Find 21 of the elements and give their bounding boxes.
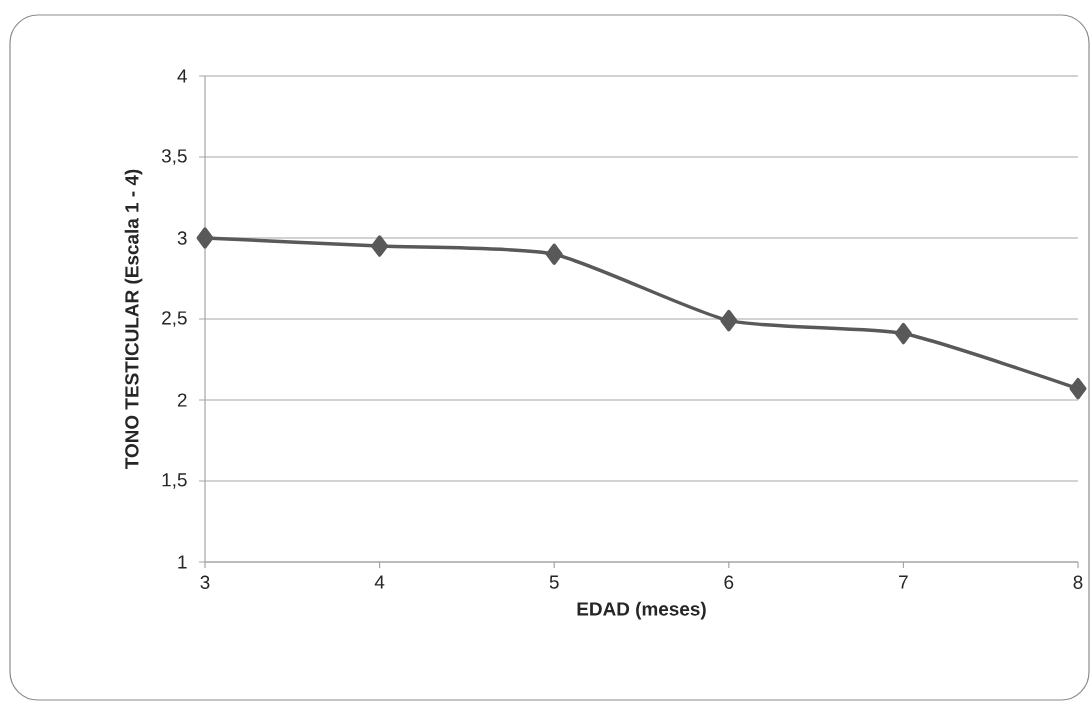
y-tick-label: 3,5	[161, 149, 187, 165]
x-tick-label: 7	[899, 575, 908, 589]
point	[720, 309, 738, 332]
x-axis-title: EDAD (meses)	[577, 601, 706, 620]
y-tick-label: 2	[177, 393, 187, 407]
y-tick-label: 4	[177, 69, 187, 83]
y-tick-label: 1	[178, 555, 187, 569]
point	[1069, 377, 1087, 400]
x-tick-label: 8	[1073, 575, 1083, 589]
x-tick-label: 4	[374, 575, 385, 589]
point	[196, 227, 214, 249]
y-tick-label: 3	[177, 231, 187, 245]
x-tick-label: 6	[724, 575, 734, 589]
point	[371, 235, 389, 257]
x-tick-label: 3	[200, 575, 210, 589]
y-tick-label: 2,5	[162, 311, 187, 327]
point	[894, 322, 912, 345]
y-axis-title: TONO TESTICULAR (Escala 1 - 4)	[124, 169, 143, 470]
point	[545, 243, 563, 265]
y-tick-label: 1,5	[162, 473, 187, 489]
x-tick-label: 5	[549, 575, 559, 589]
